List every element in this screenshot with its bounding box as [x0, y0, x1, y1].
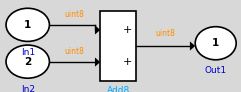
- Text: In1: In1: [21, 48, 35, 57]
- Polygon shape: [95, 25, 100, 34]
- Text: In2: In2: [21, 85, 35, 92]
- Text: 1: 1: [212, 38, 219, 48]
- Text: Out1: Out1: [205, 66, 227, 75]
- Text: 2: 2: [24, 57, 31, 67]
- Polygon shape: [190, 41, 195, 51]
- Bar: [100, 11, 136, 81]
- Ellipse shape: [195, 27, 236, 60]
- Ellipse shape: [6, 45, 49, 78]
- Text: uint8: uint8: [65, 10, 85, 19]
- Text: uint8: uint8: [65, 47, 85, 56]
- Text: Add8: Add8: [107, 86, 130, 92]
- Text: uint8: uint8: [156, 29, 176, 38]
- Polygon shape: [95, 58, 100, 67]
- Text: 1: 1: [24, 20, 31, 30]
- Text: +: +: [122, 57, 132, 67]
- Text: +: +: [122, 25, 132, 35]
- Ellipse shape: [6, 8, 49, 41]
